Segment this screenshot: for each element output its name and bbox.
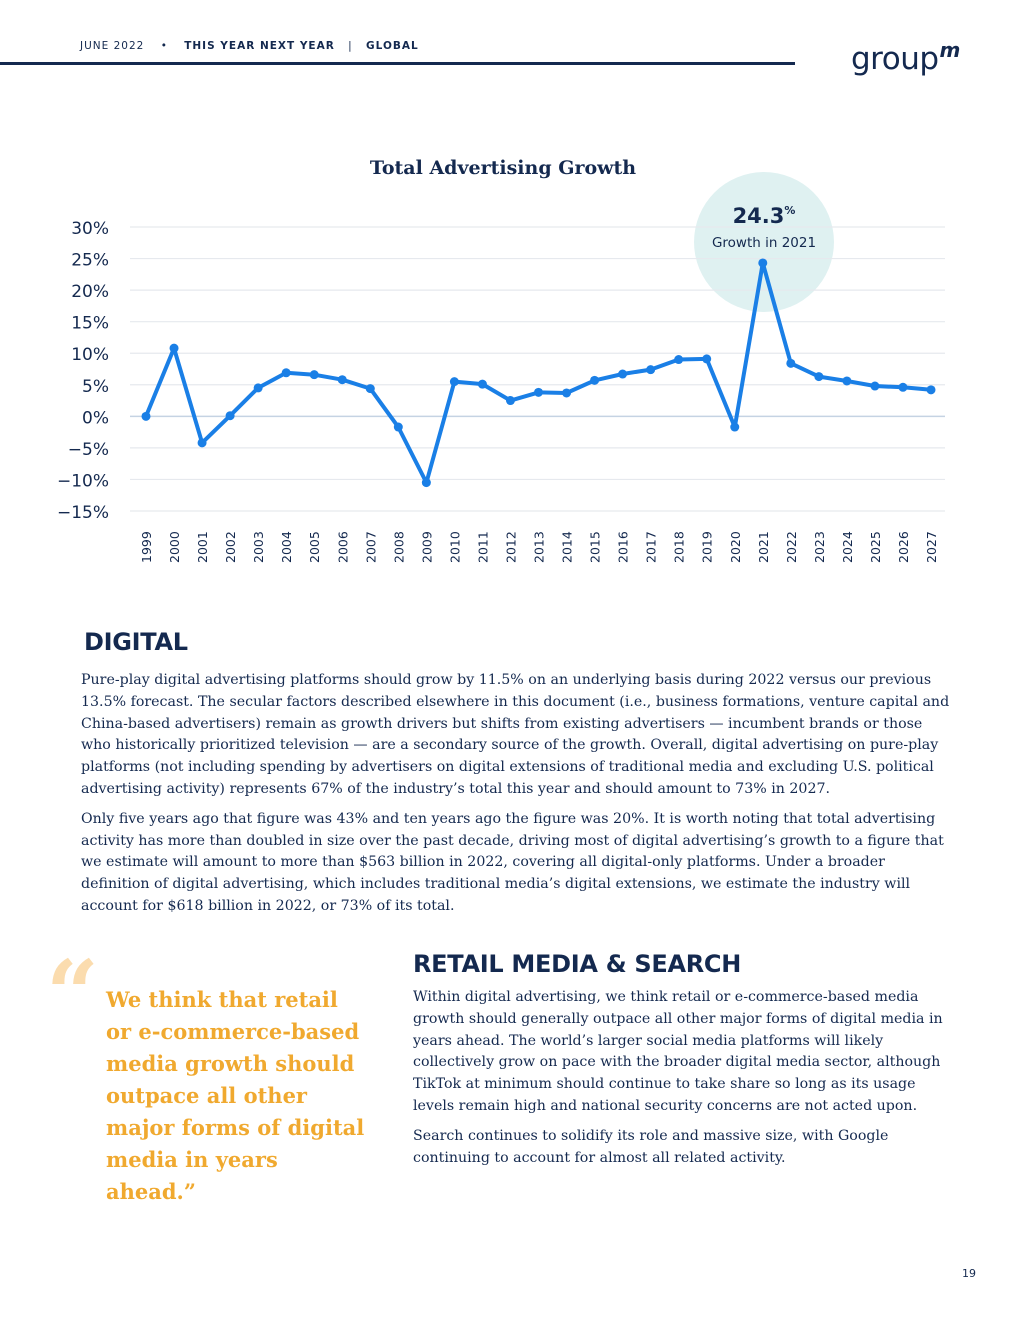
x-tick-label: 2024 [840,531,855,563]
data-point [702,354,712,364]
callout-circle [694,172,834,312]
x-tick-label: 2008 [391,531,406,563]
data-point [842,376,852,386]
x-tick-label: 2019 [700,531,715,563]
data-point [758,258,768,268]
data-point [646,365,656,375]
retail-heading: RETAIL MEDIA & SEARCH [413,950,742,978]
y-tick-label: 15% [71,314,109,334]
series-line [144,261,933,485]
x-tick-label: 2009 [419,531,434,563]
quote-mark-icon: “ [46,940,99,1048]
data-point [337,375,347,385]
data-point [253,383,263,393]
x-tick-label: 2023 [812,531,827,563]
chart-title: Total Advertising Growth [369,157,637,179]
x-tick-label: 2022 [784,531,799,563]
retail-body: Within digital advertising, we think ret… [413,987,953,1177]
pull-quote: We think that retail or e-commerce-based… [106,987,365,1204]
page-header: JUNE 2022 • THIS YEAR NEXT YEAR | GLOBAL [80,40,419,52]
page-number: 19 [962,1267,976,1280]
digital-heading: DIGITAL [84,628,188,656]
header-bullet: • [160,40,168,52]
x-tick-label: 2020 [728,531,743,563]
data-point [870,381,880,391]
y-tick-label: −10% [57,471,109,491]
data-point [421,478,431,488]
x-tick-label: 2006 [335,531,350,563]
data-point [141,411,151,421]
header-date: JUNE 2022 [80,40,145,52]
data-point [197,438,207,448]
data-point [926,385,936,395]
data-point [309,370,319,380]
x-tick-label: 2003 [251,531,266,563]
data-point [505,396,515,406]
data-point [169,343,179,353]
x-tick-label: 2014 [560,531,575,563]
x-tick-label: 2016 [616,531,631,563]
x-tick-label: 2018 [672,531,687,563]
data-point [365,384,375,394]
x-tick-label: 2002 [223,531,238,563]
digital-paragraph-1: Pure-play digital advertising platforms … [81,672,950,797]
data-point [786,358,796,368]
data-point [225,411,235,421]
data-point [674,355,684,365]
x-tick-label: 2011 [475,531,490,563]
y-tick-label: 30% [71,219,109,239]
y-tick-label: 10% [71,345,109,365]
x-tick-label: 2025 [868,531,883,563]
data-point [534,387,543,397]
data-point [562,388,572,398]
callout-unit: % [784,204,796,217]
data-point [393,422,403,432]
data-point [898,382,908,392]
y-tick-label: 5% [82,377,109,397]
y-tick-label: −5% [68,440,109,460]
y-tick-label: 25% [71,251,109,271]
data-point [590,375,600,385]
x-tick-label: 2027 [924,531,939,563]
x-tick-label: 2015 [588,531,603,563]
x-tick-label: 2001 [195,531,210,563]
retail-paragraph-1: Within digital advertising, we think ret… [413,989,943,1114]
x-tick-label: 2026 [896,531,911,563]
header-rule [0,62,795,65]
y-tick-label: 20% [71,282,109,302]
x-tick-label: 2017 [644,531,659,563]
x-tick-label: 1999 [139,531,154,563]
header-region: GLOBAL [366,40,419,52]
callout-label: Growth in 2021 [711,235,817,251]
x-tick-label: 2007 [363,531,378,563]
data-point [477,379,487,389]
retail-paragraph-2: Search continues to solidify its role an… [413,1127,889,1166]
y-tick-label: 0% [82,408,109,428]
x-tick-label: 2004 [279,531,294,563]
x-tick-label: 2013 [532,531,547,563]
data-point [618,369,628,379]
x-tick-label: 2021 [756,531,771,563]
groupm-logo: groupm [851,38,960,77]
header-divider: | [348,40,353,52]
callout-value: 24.3% [694,204,834,228]
header-report-name: THIS YEAR NEXT YEAR [184,40,335,52]
logo-suffix: m [939,38,961,62]
x-tick-label: 2005 [307,531,322,563]
y-tick-label: −15% [57,503,109,523]
data-point [449,377,459,387]
digital-body: Pure-play digital advertising platforms … [81,670,951,926]
callout-number: 24.3 [732,204,785,228]
digital-paragraph-2: Only five years ago that figure was 43% … [81,810,944,914]
growth-line-chart: 30% 25% 20% 15% 10% 5% 0% −5% −10% −15% 1999 2000 20… [57,219,945,563]
x-tick-label: 2010 [447,531,462,563]
x-tick-label: 2000 [167,531,182,563]
data-point [730,422,740,432]
logo-text: group [851,41,939,77]
data-point [281,368,291,378]
data-point [814,372,824,382]
x-tick-label: 2012 [503,531,518,563]
